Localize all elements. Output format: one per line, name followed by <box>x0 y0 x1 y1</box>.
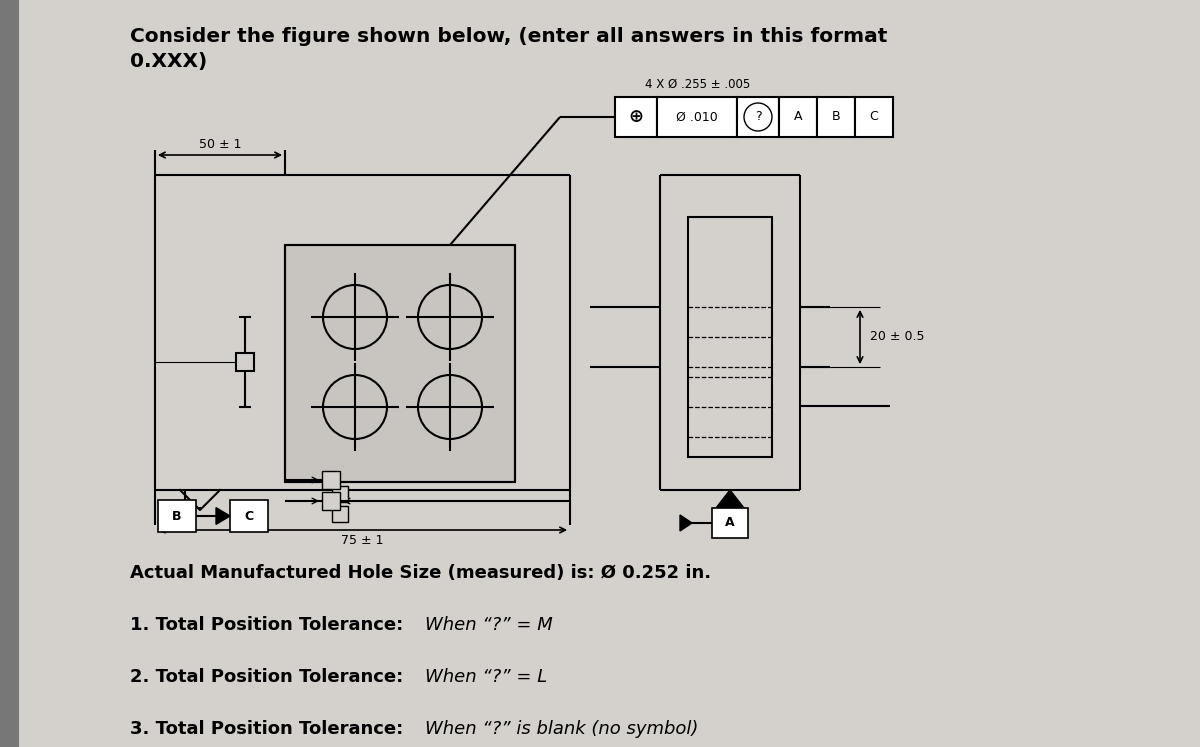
Text: Ø .010: Ø .010 <box>676 111 718 123</box>
Bar <box>817 97 854 137</box>
Text: 4 X Ø .255 ± .005: 4 X Ø .255 ± .005 <box>646 78 750 91</box>
Bar <box>658 97 737 137</box>
Bar <box>332 486 348 502</box>
Bar <box>712 508 748 538</box>
Text: When “?” = M: When “?” = M <box>425 616 553 634</box>
Text: 20 ± 0.5: 20 ± 0.5 <box>870 330 924 344</box>
Text: ⊕: ⊕ <box>629 108 643 126</box>
Bar <box>230 500 268 532</box>
Text: Actual Manufactured Hole Size (measured) is: Ø 0.252 in.: Actual Manufactured Hole Size (measured)… <box>130 564 712 582</box>
Bar <box>779 97 817 137</box>
Text: 0.XXX): 0.XXX) <box>130 52 208 71</box>
Bar <box>332 506 348 522</box>
Text: When “?” is blank (no symbol): When “?” is blank (no symbol) <box>425 720 698 738</box>
Text: A: A <box>793 111 803 123</box>
Bar <box>158 500 196 532</box>
Bar <box>737 97 779 137</box>
Bar <box>0 0 18 747</box>
Text: 75 ± 1: 75 ± 1 <box>341 534 384 547</box>
Text: When “?” = L: When “?” = L <box>425 668 547 686</box>
Text: C: C <box>245 509 253 522</box>
Bar <box>236 353 254 371</box>
Text: ?: ? <box>755 111 761 123</box>
Text: 2. Total Position Tolerance:: 2. Total Position Tolerance: <box>130 668 409 686</box>
Text: 1. Total Position Tolerance:: 1. Total Position Tolerance: <box>130 616 409 634</box>
Text: C: C <box>870 111 878 123</box>
Bar <box>616 97 658 137</box>
Bar <box>854 97 893 137</box>
Text: B: B <box>173 509 181 522</box>
Bar <box>322 471 340 489</box>
Text: Consider the figure shown below, (enter all answers in this format: Consider the figure shown below, (enter … <box>130 27 887 46</box>
Bar <box>322 492 340 510</box>
Polygon shape <box>216 508 230 524</box>
Polygon shape <box>680 515 692 531</box>
Text: B: B <box>832 111 840 123</box>
Text: 3. Total Position Tolerance:: 3. Total Position Tolerance: <box>130 720 409 738</box>
Text: A: A <box>725 516 734 530</box>
Bar <box>688 217 772 457</box>
Text: 50 ± 1: 50 ± 1 <box>199 138 241 151</box>
Polygon shape <box>716 490 744 508</box>
Bar <box>286 245 515 482</box>
